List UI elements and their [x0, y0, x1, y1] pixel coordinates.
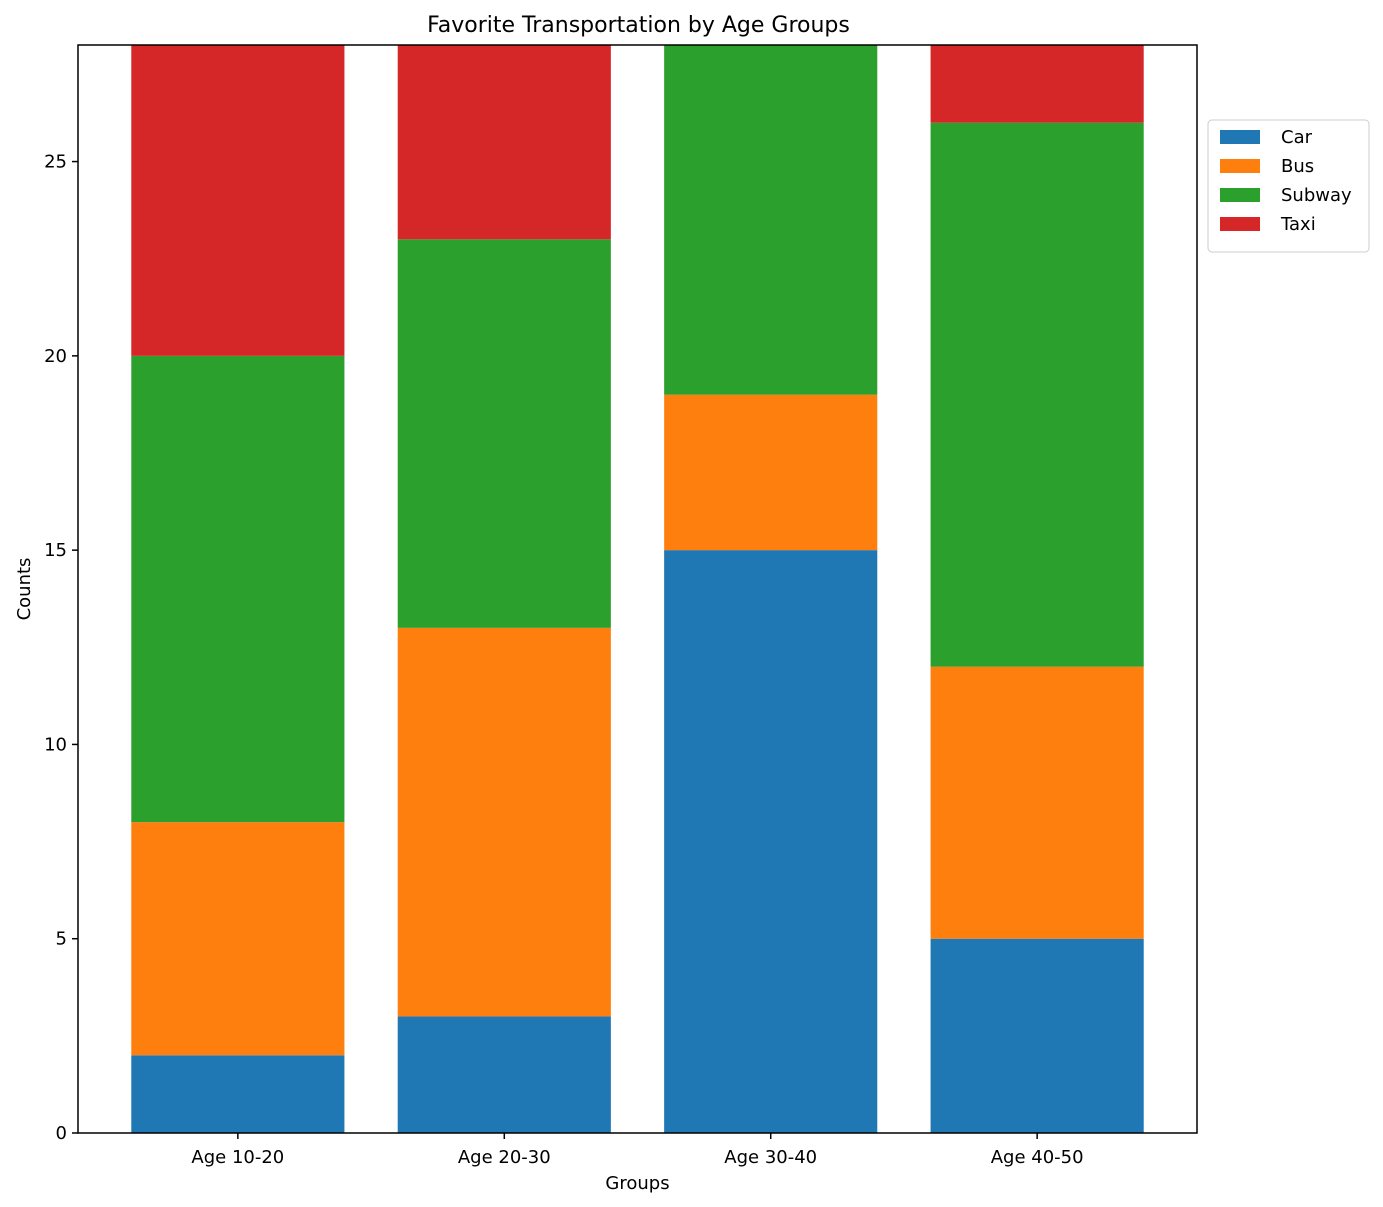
bar-car-2: [397, 1016, 611, 1133]
legend-swatch-subway: [1220, 188, 1260, 202]
x-tick-label: Age 40-50: [991, 1147, 1084, 1168]
y-tick-label: 0: [56, 1123, 67, 1144]
legend-label-car: Car: [1281, 127, 1313, 148]
legend-label-taxi: Taxi: [1280, 214, 1316, 235]
bars-layer: [131, 45, 1144, 1133]
bar-car-3: [664, 550, 878, 1133]
bar-car-4: [930, 938, 1144, 1133]
bar-bus-1: [131, 822, 345, 1056]
x-axis: Age 10-20 Age 20-30 Age 30-40 Age 40-50: [191, 1133, 1084, 1168]
bar-bus-3: [664, 394, 878, 551]
legend: Car Bus Subway Taxi: [1207, 119, 1370, 253]
x-axis-label: Groups: [605, 1173, 669, 1194]
bar-bus-2: [397, 627, 611, 1017]
plot-frame: [77, 44, 1198, 1134]
y-tick-label: 5: [56, 929, 67, 950]
x-tick-label: Age 20-30: [458, 1147, 551, 1168]
legend-swatch-bus: [1220, 159, 1260, 173]
y-axis: 0 5 10 15 20 25: [44, 152, 78, 1144]
y-tick-label: 20: [44, 346, 67, 367]
y-tick-label: 15: [44, 540, 67, 561]
x-tick-label: Age 30-40: [724, 1147, 817, 1168]
bar-taxi-2: [397, 45, 611, 240]
x-tick-label: Age 10-20: [191, 1147, 284, 1168]
y-tick-label: 10: [44, 734, 67, 755]
bar-subway-4: [930, 122, 1144, 667]
bar-bus-4: [930, 666, 1144, 939]
legend-swatch-taxi: [1220, 217, 1260, 231]
y-tick-label: 25: [44, 152, 67, 173]
legend-label-subway: Subway: [1281, 185, 1352, 206]
legend-swatch-car: [1220, 130, 1260, 144]
bar-taxi-1: [131, 45, 345, 356]
y-axis-label: Counts: [14, 558, 35, 621]
bar-subway-2: [397, 239, 611, 628]
bar-subway-3: [664, 45, 878, 395]
legend-label-bus: Bus: [1281, 156, 1314, 177]
chart-title: Favorite Transportation by Age Groups: [427, 13, 850, 38]
bar-subway-1: [131, 355, 345, 823]
bar-taxi-4: [930, 45, 1144, 123]
bar-car-1: [131, 1055, 345, 1133]
